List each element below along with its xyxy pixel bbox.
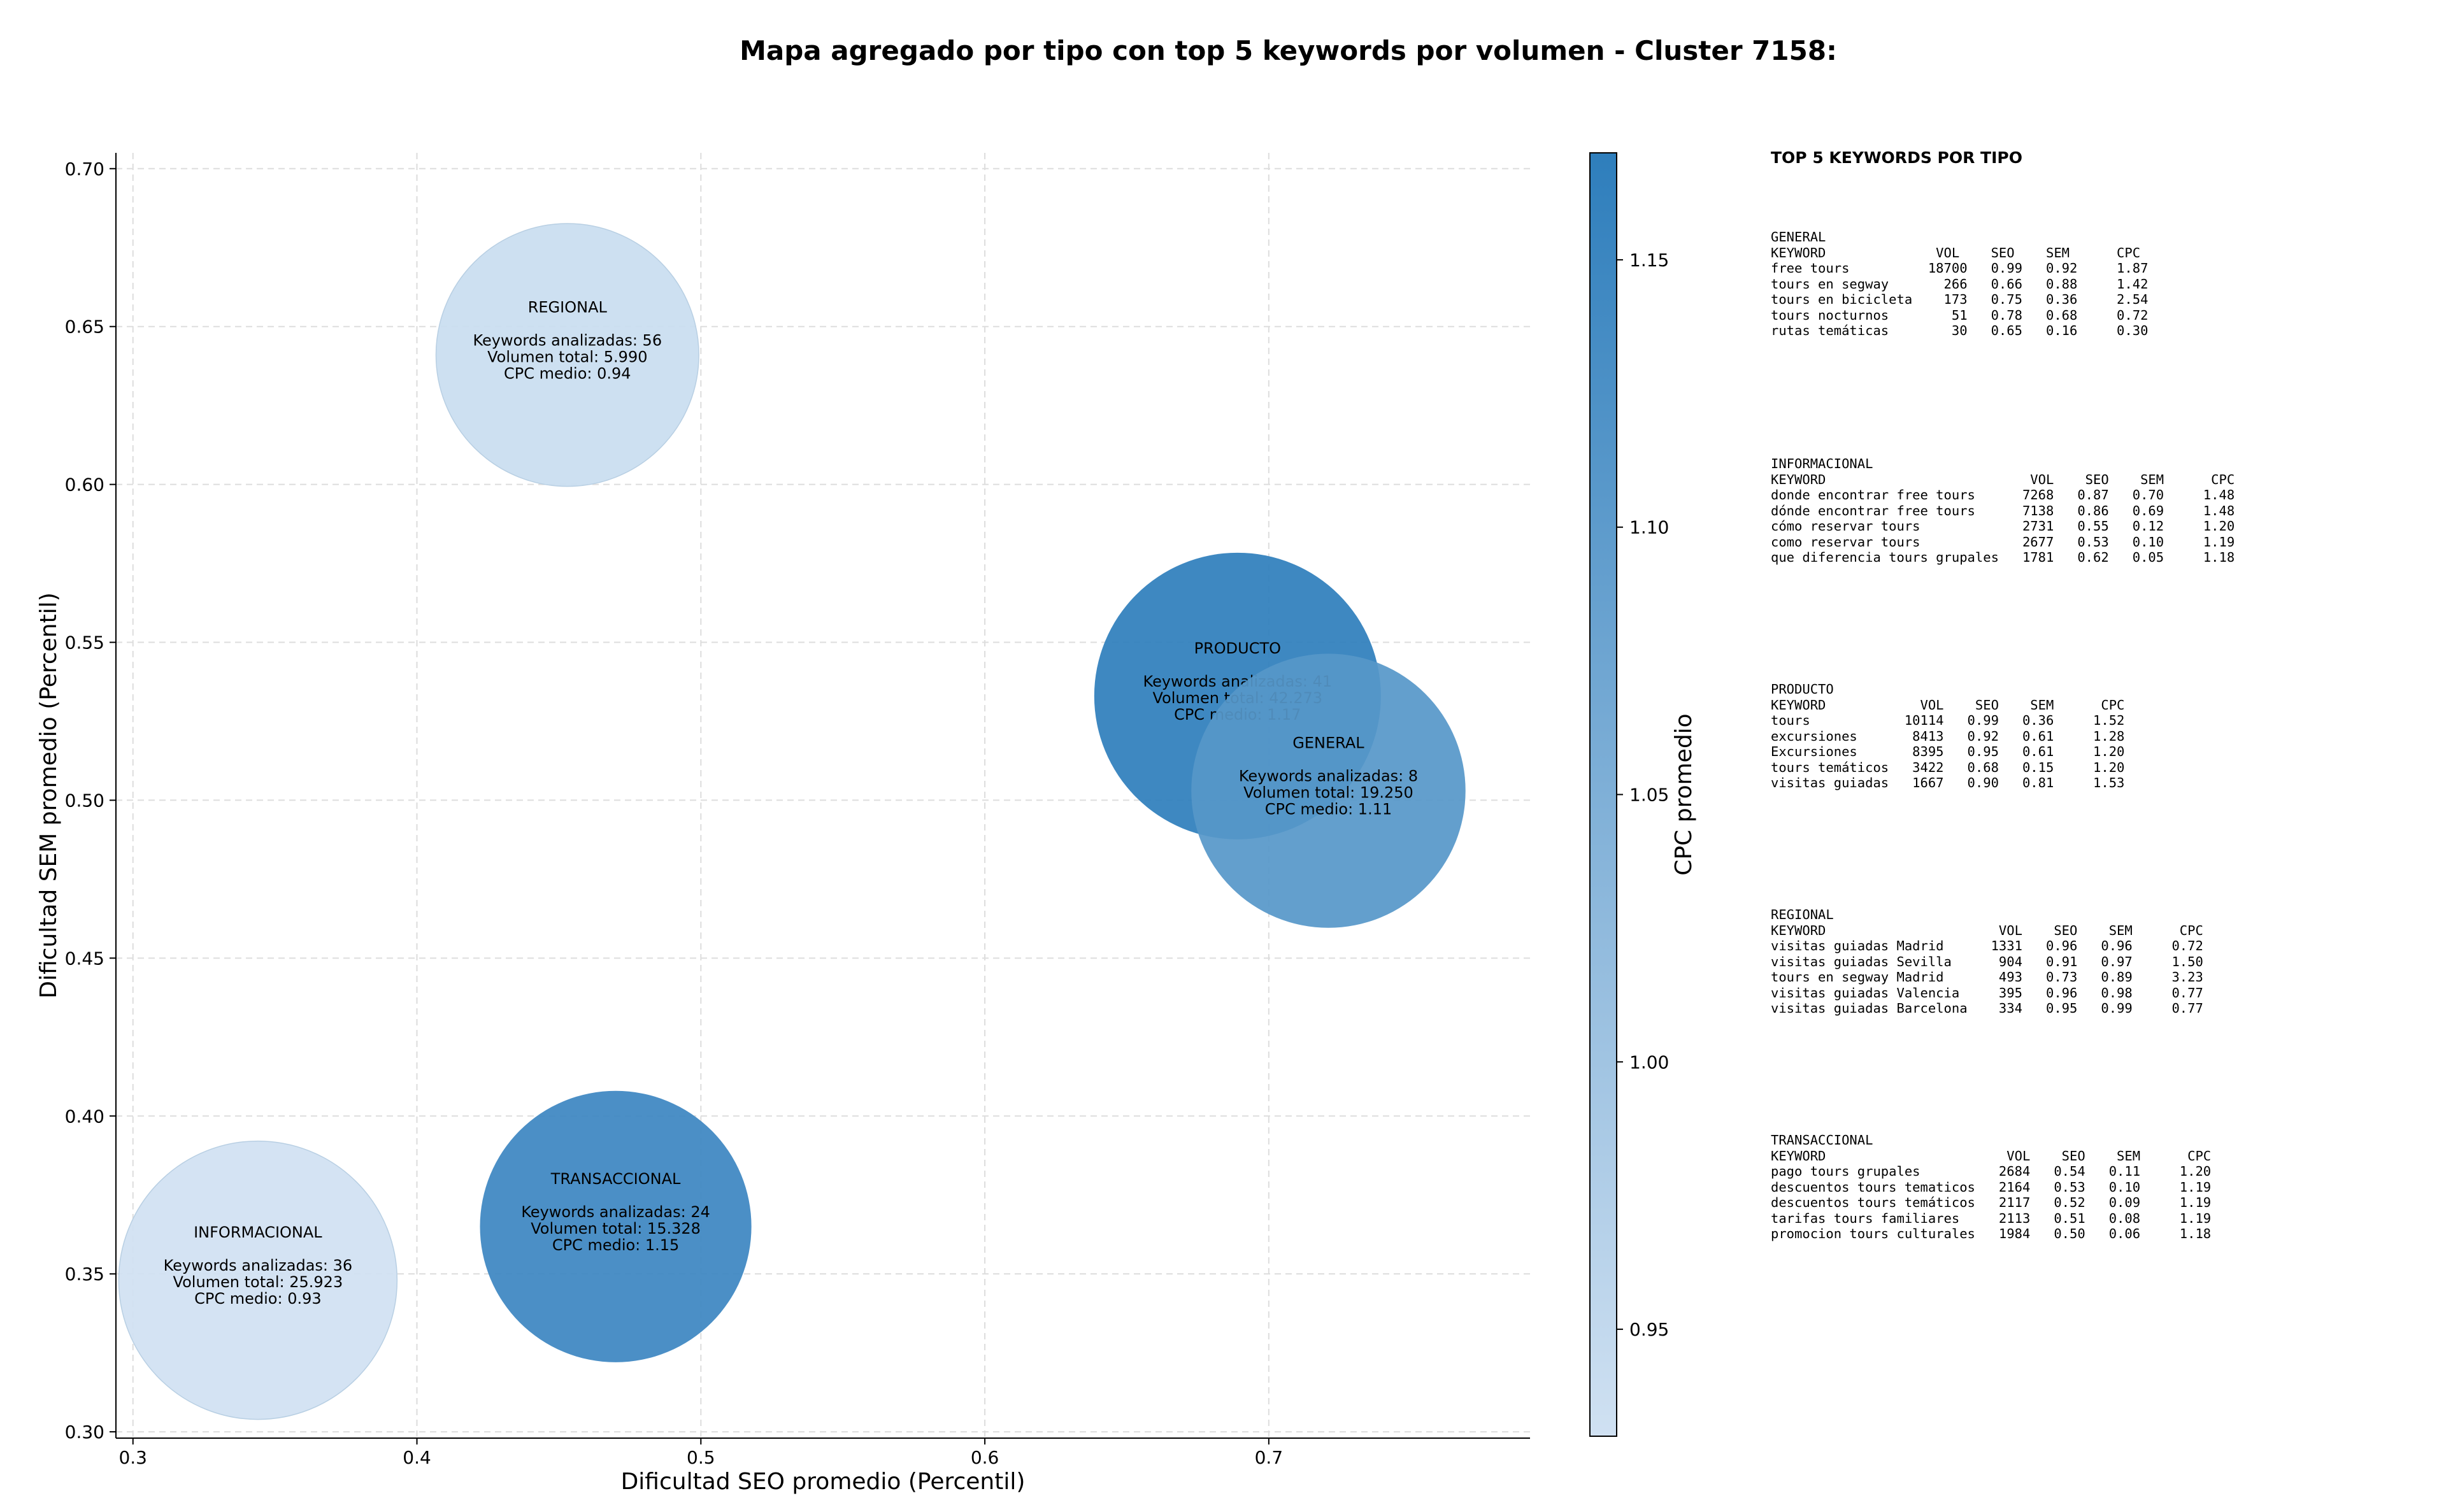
axes: 0.3 0.4 0.5 0.6 0.7 0.30 0.35 0.40 0.45 0.50 0.55 0… (65, 153, 1530, 1468)
top5-row: tours 10114 0.99 0.36 1.52 (1771, 713, 2125, 728)
x-tick-label: 0.4 (403, 1447, 431, 1468)
bubble-label: GENERAL (1292, 734, 1364, 752)
top5-row: promocion tours culturales 1984 0.50 0.0… (1771, 1226, 2212, 1241)
colorbar-tick-label: 1.00 (1629, 1052, 1669, 1073)
top5-row: tours en segway 266 0.66 0.88 1.42 (1771, 276, 2149, 292)
y-tick-label: 0.50 (65, 790, 104, 811)
top5-row: tours nocturnos 51 0.78 0.68 0.72 (1771, 307, 2149, 323)
bubble-stat: CPC medio: 0.93 (194, 1290, 322, 1308)
x-tick-label: 0.6 (971, 1447, 999, 1468)
top5-row: cómo reservar tours 2731 0.55 0.12 1.20 (1771, 518, 2235, 534)
top5-row: visitas guiadas Madrid 1331 0.96 0.96 0.… (1771, 938, 2203, 953)
top5-row: como reservar tours 2677 0.53 0.10 1.19 (1771, 534, 2235, 550)
top5-block-heading: GENERAL (1771, 229, 1826, 245)
top5-row: rutas temáticas 30 0.65 0.16 0.30 (1771, 323, 2149, 338)
colorbar-tick-label: 1.05 (1629, 785, 1669, 806)
top5-row: donde encontrar free tours 7268 0.87 0.7… (1771, 487, 2235, 503)
y-axis-label: Dificultad SEM promedio (Percentil) (36, 592, 62, 999)
top5-title: TOP 5 KEYWORDS POR TIPO (1771, 148, 2022, 167)
top5-row: pago tours grupales 2684 0.54 0.11 1.20 (1771, 1164, 2212, 1179)
top5-block-heading: REGIONAL (1771, 907, 1834, 922)
top5-row: visitas guiadas Barcelona 334 0.95 0.99 … (1771, 1001, 2203, 1016)
bubble-label: PRODUCTO (1194, 639, 1281, 657)
bubble-stat: Volumen total: 25.923 (173, 1273, 343, 1291)
colorbar-label: CPC promedio (1671, 713, 1697, 875)
top5-row: descuentos tours tematicos 2164 0.53 0.1… (1771, 1179, 2212, 1195)
colorbar-gradient (1589, 152, 1617, 1437)
top5-block-producto: PRODUCTO KEYWORD VOL SEO SEM CPC tours 101… (1771, 681, 2124, 791)
bubble-circle (435, 223, 699, 487)
top5-block-heading: INFORMACIONAL (1771, 456, 1873, 471)
top5-row: tours temáticos 3422 0.68 0.15 1.20 (1771, 759, 2125, 775)
bubble-stat: CPC medio: 1.11 (1265, 801, 1392, 818)
top5-row: visitas guiadas Sevilla 904 0.91 0.97 1.… (1771, 953, 2203, 969)
y-tick-label: 0.55 (65, 632, 104, 653)
top5-row: tours en segway Madrid 493 0.73 0.89 3.2… (1771, 969, 2203, 985)
colorbar-tick-label: 0.95 (1629, 1319, 1669, 1340)
bubble-stat: Keywords analizadas: 8 (1239, 767, 1418, 785)
bubble-stat: Volumen total: 5.990 (487, 348, 647, 366)
top5-block-regional: REGIONAL KEYWORD VOL SEO SEM CPC visitas g… (1771, 907, 2203, 1016)
bubble-stat: CPC medio: 1.15 (552, 1236, 680, 1254)
top5-column-header: KEYWORD VOL SEO SEM CPC (1771, 1148, 2212, 1164)
top5-column-header: KEYWORD VOL SEO SEM CPC (1771, 922, 2203, 938)
top5-row: tours en bicicleta 173 0.75 0.36 2.54 (1771, 292, 2149, 307)
top5-row: descuentos tours temáticos 2117 0.52 0.0… (1771, 1195, 2212, 1210)
top5-row: Excursiones 8395 0.95 0.61 1.20 (1771, 744, 2125, 759)
bubble-stat: Volumen total: 15.328 (531, 1220, 701, 1237)
bubble-label: TRANSACCIONAL (550, 1170, 681, 1188)
top5-row: que diferencia tours grupales 1781 0.62 … (1771, 550, 2235, 565)
x-tick-label: 0.3 (118, 1447, 147, 1468)
bubble-stat: Volumen total: 19.250 (1243, 784, 1413, 802)
top5-column-header: KEYWORD VOL SEO SEM CPC (1771, 697, 2125, 713)
bubble-transaccional: TRANSACCIONAL Keywords analizadas: 24Volu… (480, 1090, 752, 1362)
y-tick-label: 0.30 (65, 1422, 104, 1443)
bubble-label: REGIONAL (528, 298, 608, 316)
bubble-label: INFORMACIONAL (194, 1223, 322, 1241)
x-tick-label: 0.5 (687, 1447, 715, 1468)
top5-block-informacional: INFORMACIONAL KEYWORD VOL SEO SEM CPC dond… (1771, 456, 2235, 566)
x-axis-label: Dificultad SEO promedio (Percentil) (621, 1469, 1026, 1495)
colorbar-tick-label: 1.15 (1629, 250, 1669, 271)
top5-row: free tours 18700 0.99 0.92 1.87 (1771, 260, 2149, 276)
top5-block-heading: PRODUCTO (1771, 681, 1834, 697)
y-tick-label: 0.70 (65, 159, 104, 180)
bubble-circle (118, 1140, 398, 1420)
bubble-circle (1191, 653, 1466, 928)
top5-block-transaccional: TRANSACCIONAL KEYWORD VOL SEO SEM CPC pago… (1771, 1132, 2211, 1242)
y-tick-label: 0.60 (65, 474, 104, 496)
bubble-stat: CPC medio: 0.94 (504, 364, 631, 382)
top5-row: tarifas tours familiares 2113 0.51 0.08 … (1771, 1210, 2212, 1226)
colorbar-tick-label: 1.10 (1629, 517, 1669, 538)
top5-block-heading: TRANSACCIONAL (1771, 1132, 1873, 1148)
x-tick-label: 0.7 (1255, 1447, 1284, 1468)
top5-row: visitas guiadas Valencia 395 0.96 0.98 0… (1771, 985, 2203, 1001)
top5-row: excursiones 8413 0.92 0.61 1.28 (1771, 728, 2125, 744)
top5-column-header: KEYWORD VOL SEO SEM CPC (1771, 245, 2141, 260)
colorbar-ticks: 0.95 1.00 1.05 1.10 1.15 (1617, 250, 1669, 1340)
top5-row: visitas guiadas 1667 0.90 0.81 1.53 (1771, 775, 2125, 790)
bubble-stat: Keywords analizadas: 36 (164, 1257, 353, 1274)
top5-column-header: KEYWORD VOL SEO SEM CPC (1771, 471, 2235, 487)
bubble-circle (480, 1090, 752, 1362)
bubble-informacional: INFORMACIONAL Keywords analizadas: 36Volu… (118, 1140, 398, 1420)
chart-title: Mapa agregado por tipo con top 5 keyword… (740, 35, 1837, 66)
bubble-stat: Keywords analizadas: 24 (521, 1203, 710, 1221)
top5-block-general: GENERAL KEYWORD VOL SEO SEM CPC free tours… (1771, 229, 2148, 339)
bubble-stat: Keywords analizadas: 56 (473, 331, 662, 349)
y-tick-label: 0.35 (65, 1264, 104, 1285)
y-tick-label: 0.40 (65, 1106, 104, 1127)
top5-keywords-panel: TOP 5 KEYWORDS POR TIPO GENERAL KEYWORD V… (1771, 148, 2235, 1241)
y-tick-label: 0.65 (65, 317, 104, 338)
y-tick-label: 0.45 (65, 948, 104, 969)
top5-row: dónde encontrar free tours 7138 0.86 0.6… (1771, 503, 2235, 518)
